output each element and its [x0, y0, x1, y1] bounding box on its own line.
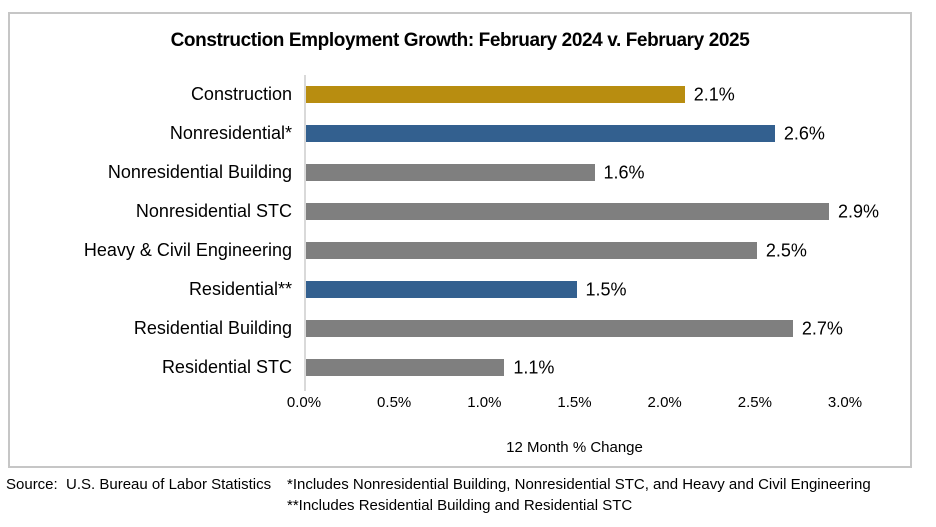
x-tick-label-3-0: 3.0% [827, 394, 863, 411]
bar-nonresidential-stc [306, 203, 829, 220]
footnote-nonresidential: *Includes Nonresidential Building, Nonre… [287, 476, 871, 493]
x-axis-ticks: 0.0% 0.5% 1.0% 1.5% 2.0% 2.5% 3.0% [287, 394, 862, 412]
value-label-construction: 2.1% [693, 84, 735, 104]
x-axis-title: 12 Month % Change [506, 439, 643, 456]
bar-row-nonresidential-building: 1.6% [306, 153, 847, 192]
x-tick-label-1-5: 1.5% [557, 394, 592, 411]
plot-area: 2.1% 2.6% 1.6% 2.9% 2.5% 1.5% 2.7% 1.1% [304, 75, 879, 391]
bar-residential [306, 281, 577, 298]
category-label-nonresidential-building: Nonresidential Building [107, 162, 292, 182]
bar-row-nonresidential-stc: 2.9% [306, 192, 879, 231]
chart-container: Construction Employment Growth: February… [8, 12, 912, 468]
bar-residential-stc [306, 359, 505, 376]
bar-row-residential-building: 2.7% [306, 309, 847, 348]
value-label-residential: 1.5% [585, 279, 627, 299]
category-label-nonresidential-stc: Nonresidential STC [135, 201, 292, 221]
value-label-residential-building: 2.7% [801, 318, 843, 338]
category-label-construction: Construction [190, 84, 292, 104]
category-axis-labels: Construction Nonresidential* Nonresidentia… [10, 75, 292, 387]
value-label-heavy-civil-engineering: 2.5% [765, 240, 807, 260]
footer: Source: U.S. Bureau of Labor Statistics … [6, 474, 930, 516]
category-label-residential-stc: Residential STC [161, 357, 292, 377]
category-label-residential: Residential** [188, 279, 292, 299]
chart-title: Construction Employment Growth: February… [170, 30, 750, 51]
bar-nonresidential [306, 125, 775, 142]
x-tick-label-1-0: 1.0% [467, 394, 502, 411]
bar-nonresidential-building [306, 164, 595, 181]
bar-construction [306, 86, 685, 103]
bar-row-residential-stc: 1.1% [306, 348, 847, 387]
source-note: Source: U.S. Bureau of Labor Statistics [6, 476, 272, 493]
x-tick-label-2-5: 2.5% [737, 394, 772, 411]
category-label-nonresidential: Nonresidential* [169, 123, 292, 143]
value-label-nonresidential-stc: 2.9% [837, 201, 879, 221]
bar-heavy-civil-engineering [306, 242, 757, 259]
bar-row-construction: 2.1% [306, 75, 847, 114]
footnotes: *Includes Nonresidential Building, Nonre… [287, 474, 871, 516]
value-label-residential-stc: 1.1% [513, 357, 555, 377]
category-label-heavy-civil-engineering: Heavy & Civil Engineering [83, 240, 292, 260]
x-tick-label-2-0: 2.0% [647, 394, 682, 411]
value-label-nonresidential-building: 1.6% [603, 162, 645, 182]
category-label-residential-building: Residential Building [133, 318, 292, 338]
bar-row-heavy-civil-engineering: 2.5% [306, 231, 847, 270]
bar-row-nonresidential: 2.6% [306, 114, 847, 153]
x-tick-label-0-0: 0.0% [286, 394, 322, 411]
bar-row-residential: 1.5% [306, 270, 847, 309]
value-label-nonresidential: 2.6% [783, 123, 825, 143]
x-tick-label-0-5: 0.5% [377, 394, 412, 411]
bar-residential-building [306, 320, 793, 337]
footnote-residential: **Includes Residential Building and Resi… [287, 497, 633, 514]
